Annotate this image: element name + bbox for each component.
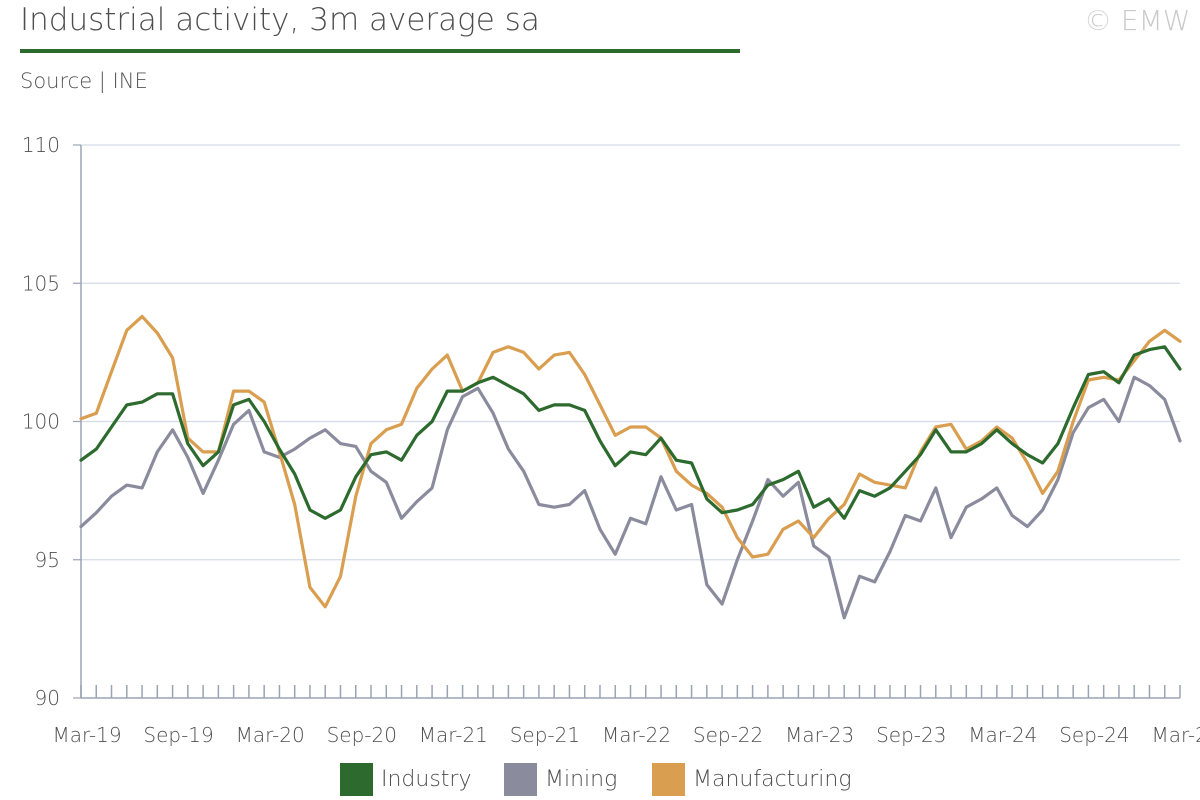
legend-item-mining: Mining — [504, 763, 617, 796]
x-tick-label-Sep-19: Sep-19 — [143, 723, 213, 747]
legend-item-manufacturing: Manufacturing — [652, 763, 852, 796]
series-line-mining — [79, 375, 1182, 620]
x-tick-label-Mar-23: Mar-23 — [785, 723, 854, 747]
title-underline — [20, 49, 740, 53]
y-tick-label-95: 95 — [35, 548, 60, 572]
y-tick-label-100: 100 — [22, 410, 60, 434]
y-tick-label-110: 110 — [22, 133, 60, 157]
line-chart: 90 95 100 105 110 Mar-19 Sep-19 Mar-20 Sep-20 Mar… — [22, 133, 1200, 747]
axes — [73, 144, 1181, 699]
series-line-manufacturing — [79, 314, 1182, 609]
series-line-industry — [79, 345, 1182, 520]
copyright-watermark: © EMW — [1084, 4, 1191, 37]
legend-label-industry: Industry — [381, 767, 472, 792]
y-tick-label-90: 90 — [35, 686, 60, 710]
legend-swatch-industry — [340, 763, 373, 796]
gridlines — [81, 144, 1180, 561]
x-tick-label-Mar-22: Mar-22 — [602, 723, 671, 747]
legend-swatch-mining — [504, 763, 537, 796]
x-tick-label-Sep-23: Sep-23 — [876, 723, 946, 747]
x-tick-label-Mar-20: Mar-20 — [236, 723, 305, 747]
series-lines — [79, 314, 1182, 620]
chart-title: Industrial activity, 3m average sa — [20, 2, 540, 38]
x-tick-label-Mar-25: Mar-25 — [1151, 723, 1200, 747]
y-tick-label-105: 105 — [22, 271, 60, 295]
x-tick-label-Sep-20: Sep-20 — [327, 723, 397, 747]
chart-source: Source | INE — [20, 69, 148, 93]
legend-label-mining: Mining — [545, 767, 618, 792]
x-tick-label-Mar-21: Mar-21 — [419, 723, 488, 747]
x-tick-label-Sep-21: Sep-21 — [510, 723, 580, 747]
legend-item-industry: Industry — [340, 763, 472, 796]
x-tick-label-Mar-19: Mar-19 — [52, 723, 121, 747]
legend-swatch-manufacturing — [652, 763, 685, 796]
legend-label-manufacturing: Manufacturing — [693, 767, 852, 792]
x-tick-label-Mar-24: Mar-24 — [968, 723, 1037, 747]
tick-labels: 90 95 100 105 110 Mar-19 Sep-19 Mar-20 Sep-20 Mar… — [22, 133, 1200, 747]
x-tick-label-Sep-24: Sep-24 — [1059, 723, 1129, 747]
x-tick-label-Sep-22: Sep-22 — [693, 723, 763, 747]
legend: Industry Mining Manufacturing — [0, 763, 1200, 799]
